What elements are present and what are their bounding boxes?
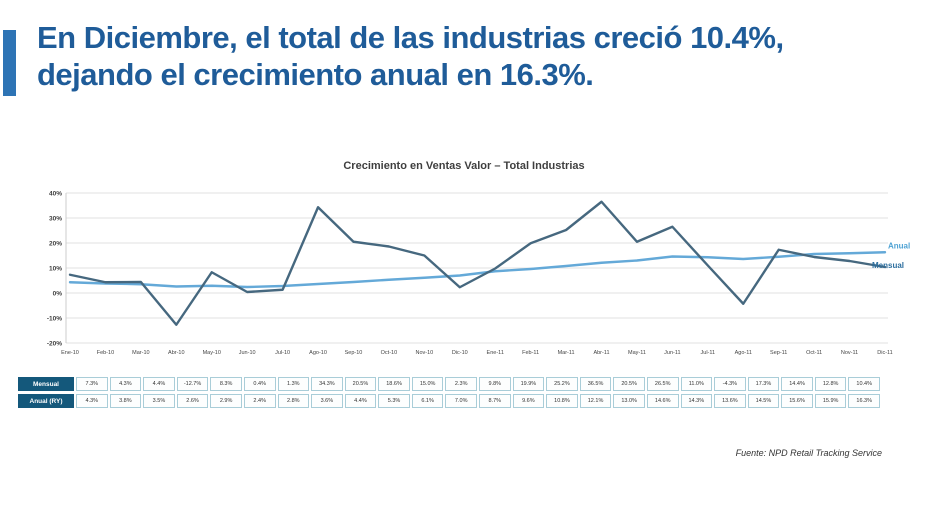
x-tick-label: Jul-10 (275, 350, 290, 356)
x-tick-label: May-11 (628, 350, 646, 356)
data-table: Mensual 7.3% 4.3% 4.4% -12.7% 8.3% 0.4% 1.3% 34.… (18, 377, 880, 408)
table-cell: 9.8% (479, 377, 511, 391)
x-tick-label: Abr-11 (593, 350, 609, 356)
table-cell: 7.0% (445, 394, 477, 408)
y-tick-label: 0% (53, 291, 63, 298)
table-cell: 4.3% (109, 377, 142, 391)
table-cell: 0.4% (243, 377, 276, 391)
table-cell: 16.3% (848, 394, 880, 408)
table-row-label: Mensual (18, 377, 74, 391)
title-accent-bar (3, 30, 16, 96)
table-cell: 2.9% (210, 394, 242, 408)
y-tick-label: -20% (47, 341, 62, 348)
x-tick-label: Nov-11 (841, 350, 858, 356)
table-cell: 3.8% (109, 394, 142, 408)
table-cell: 3.5% (143, 394, 175, 408)
growth-chart: 40% 30% 20% 10% 0% -10% -20% Ene-10 Feb-10 Mar-10… (47, 191, 910, 357)
table-cell: 13.0% (613, 394, 645, 408)
x-tick-label: Ago-11 (735, 350, 752, 356)
x-tick-label: May-10 (203, 350, 221, 356)
table-row-label: Anual (RY) (18, 394, 74, 408)
table-cell: 20.5% (344, 377, 377, 391)
chart-title: Crecimiento en Ventas Valor – Total Indu… (343, 160, 585, 172)
x-tick-label: Oct-10 (381, 350, 398, 356)
x-tick-label: Ago-10 (309, 350, 327, 356)
x-tick-label: Sep-10 (345, 350, 363, 356)
x-tick-label: Abr-10 (168, 350, 185, 356)
table-cell: 2.4% (243, 394, 276, 408)
series-line-mensual (68, 200, 887, 326)
table-cell: 36.5% (579, 377, 612, 391)
x-tick-label: Feb-11 (522, 350, 539, 356)
y-tick-label: 40% (49, 191, 62, 198)
y-tick-label: 30% (49, 216, 62, 223)
x-tick-label: Mar-10 (132, 350, 149, 356)
x-tick-label: Dic-11 (877, 350, 893, 356)
x-tick-label: Sep-11 (770, 350, 787, 356)
x-tick-label: Oct-11 (806, 350, 822, 356)
table-cell: -12.7% (176, 377, 209, 391)
x-tick-label: Mar-11 (558, 350, 575, 356)
table-cell: 12.1% (579, 394, 612, 408)
table-cell: 2.8% (277, 394, 310, 408)
table-cell: 15.9% (814, 394, 847, 408)
table-cell: 18.6% (378, 377, 410, 391)
table-cell: 4.3% (76, 394, 108, 408)
table-cell: 2.6% (176, 394, 209, 408)
table-cell: 17.3% (747, 377, 780, 391)
table-cell: 10.4% (848, 377, 880, 391)
series-line-anual (68, 251, 887, 289)
x-tick-label: Jul-11 (701, 350, 716, 356)
x-tick-label: Nov-10 (415, 350, 433, 356)
table-cell: 13.6% (714, 394, 746, 408)
table-cell: 15.0% (411, 377, 444, 391)
table-cell: 7.3% (76, 377, 108, 391)
table-cell: 14.4% (781, 377, 813, 391)
table-cell: 25.2% (546, 377, 578, 391)
table-cell: 4.4% (143, 377, 175, 391)
table-cell: 26.5% (646, 377, 679, 391)
page-title: En Diciembre, el total de las industrias… (37, 20, 784, 92)
x-tick-label: Feb-10 (97, 350, 114, 356)
x-tick-label: Ene-10 (61, 350, 79, 356)
table-cell: 6.1% (411, 394, 444, 408)
table-cell: 14.5% (747, 394, 780, 408)
y-tick-label: 20% (49, 241, 62, 248)
legend-anual: Anual (888, 241, 910, 250)
y-tick-label: 10% (49, 266, 62, 273)
table-cell: 3.6% (311, 394, 343, 408)
x-tick-label: Ene-11 (487, 350, 504, 356)
table-cell: 11.0% (680, 377, 713, 391)
table-cell: 8.3% (210, 377, 242, 391)
table-cell: 4.4% (344, 394, 377, 408)
legend-mensual: Mensual (872, 261, 904, 270)
x-tick-label: Jun-10 (239, 350, 256, 356)
x-tick-label: Jun-11 (664, 350, 680, 356)
table-cell: 34.3% (311, 377, 343, 391)
table-cell: 5.3% (378, 394, 410, 408)
table-cell: 9.6% (512, 394, 545, 408)
table-cell: -4.3% (714, 377, 746, 391)
table-cell: 10.8% (546, 394, 578, 408)
table-cell: 1.3% (277, 377, 310, 391)
table-cell: 20.5% (613, 377, 645, 391)
y-tick-label: -10% (47, 316, 62, 323)
x-tick-label: Dic-10 (452, 350, 468, 356)
table-cell: 14.3% (680, 394, 713, 408)
table-cell: 19.9% (512, 377, 545, 391)
table-cell: 8.7% (479, 394, 511, 408)
table-cell: 15.6% (781, 394, 813, 408)
table-cell: 12.8% (814, 377, 847, 391)
table-cell: 2.3% (445, 377, 477, 391)
table-cell: 14.6% (646, 394, 679, 408)
source-note: Fuente: NPD Retail Tracking Service (735, 448, 882, 458)
